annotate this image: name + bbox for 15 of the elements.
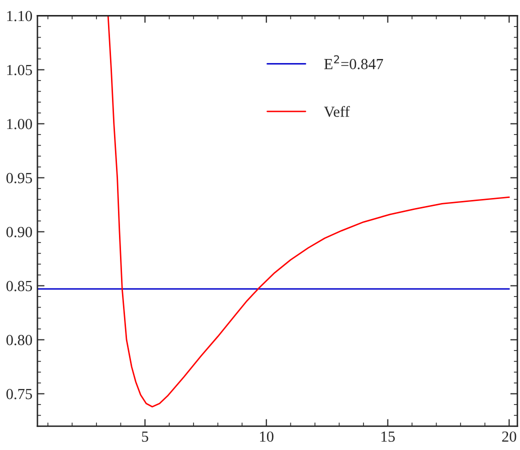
- legend-label: E$^{2}$=0.847: [324, 55, 384, 70]
- legend-label: Veff: [324, 106, 350, 117]
- y-tick-label: 0.85: [6, 280, 32, 292]
- x-tick-label: 15: [381, 432, 395, 442]
- y-tick-label: 0.90: [6, 226, 32, 238]
- y-tick-label: 1.00: [7, 118, 32, 130]
- x-tick-label: 5: [142, 432, 148, 442]
- y-tick-label: 0.95: [6, 172, 32, 184]
- x-tick-label: 20: [502, 431, 516, 442]
- y-tick-label: 0.75: [6, 388, 32, 400]
- y-tick-label: 1.05: [7, 64, 32, 76]
- y-tick-label: 0.80: [6, 334, 32, 346]
- y-tick-label: 1.10: [7, 10, 32, 22]
- line-series: [107, 16, 510, 408]
- x-tick-label: 10: [260, 431, 274, 442]
